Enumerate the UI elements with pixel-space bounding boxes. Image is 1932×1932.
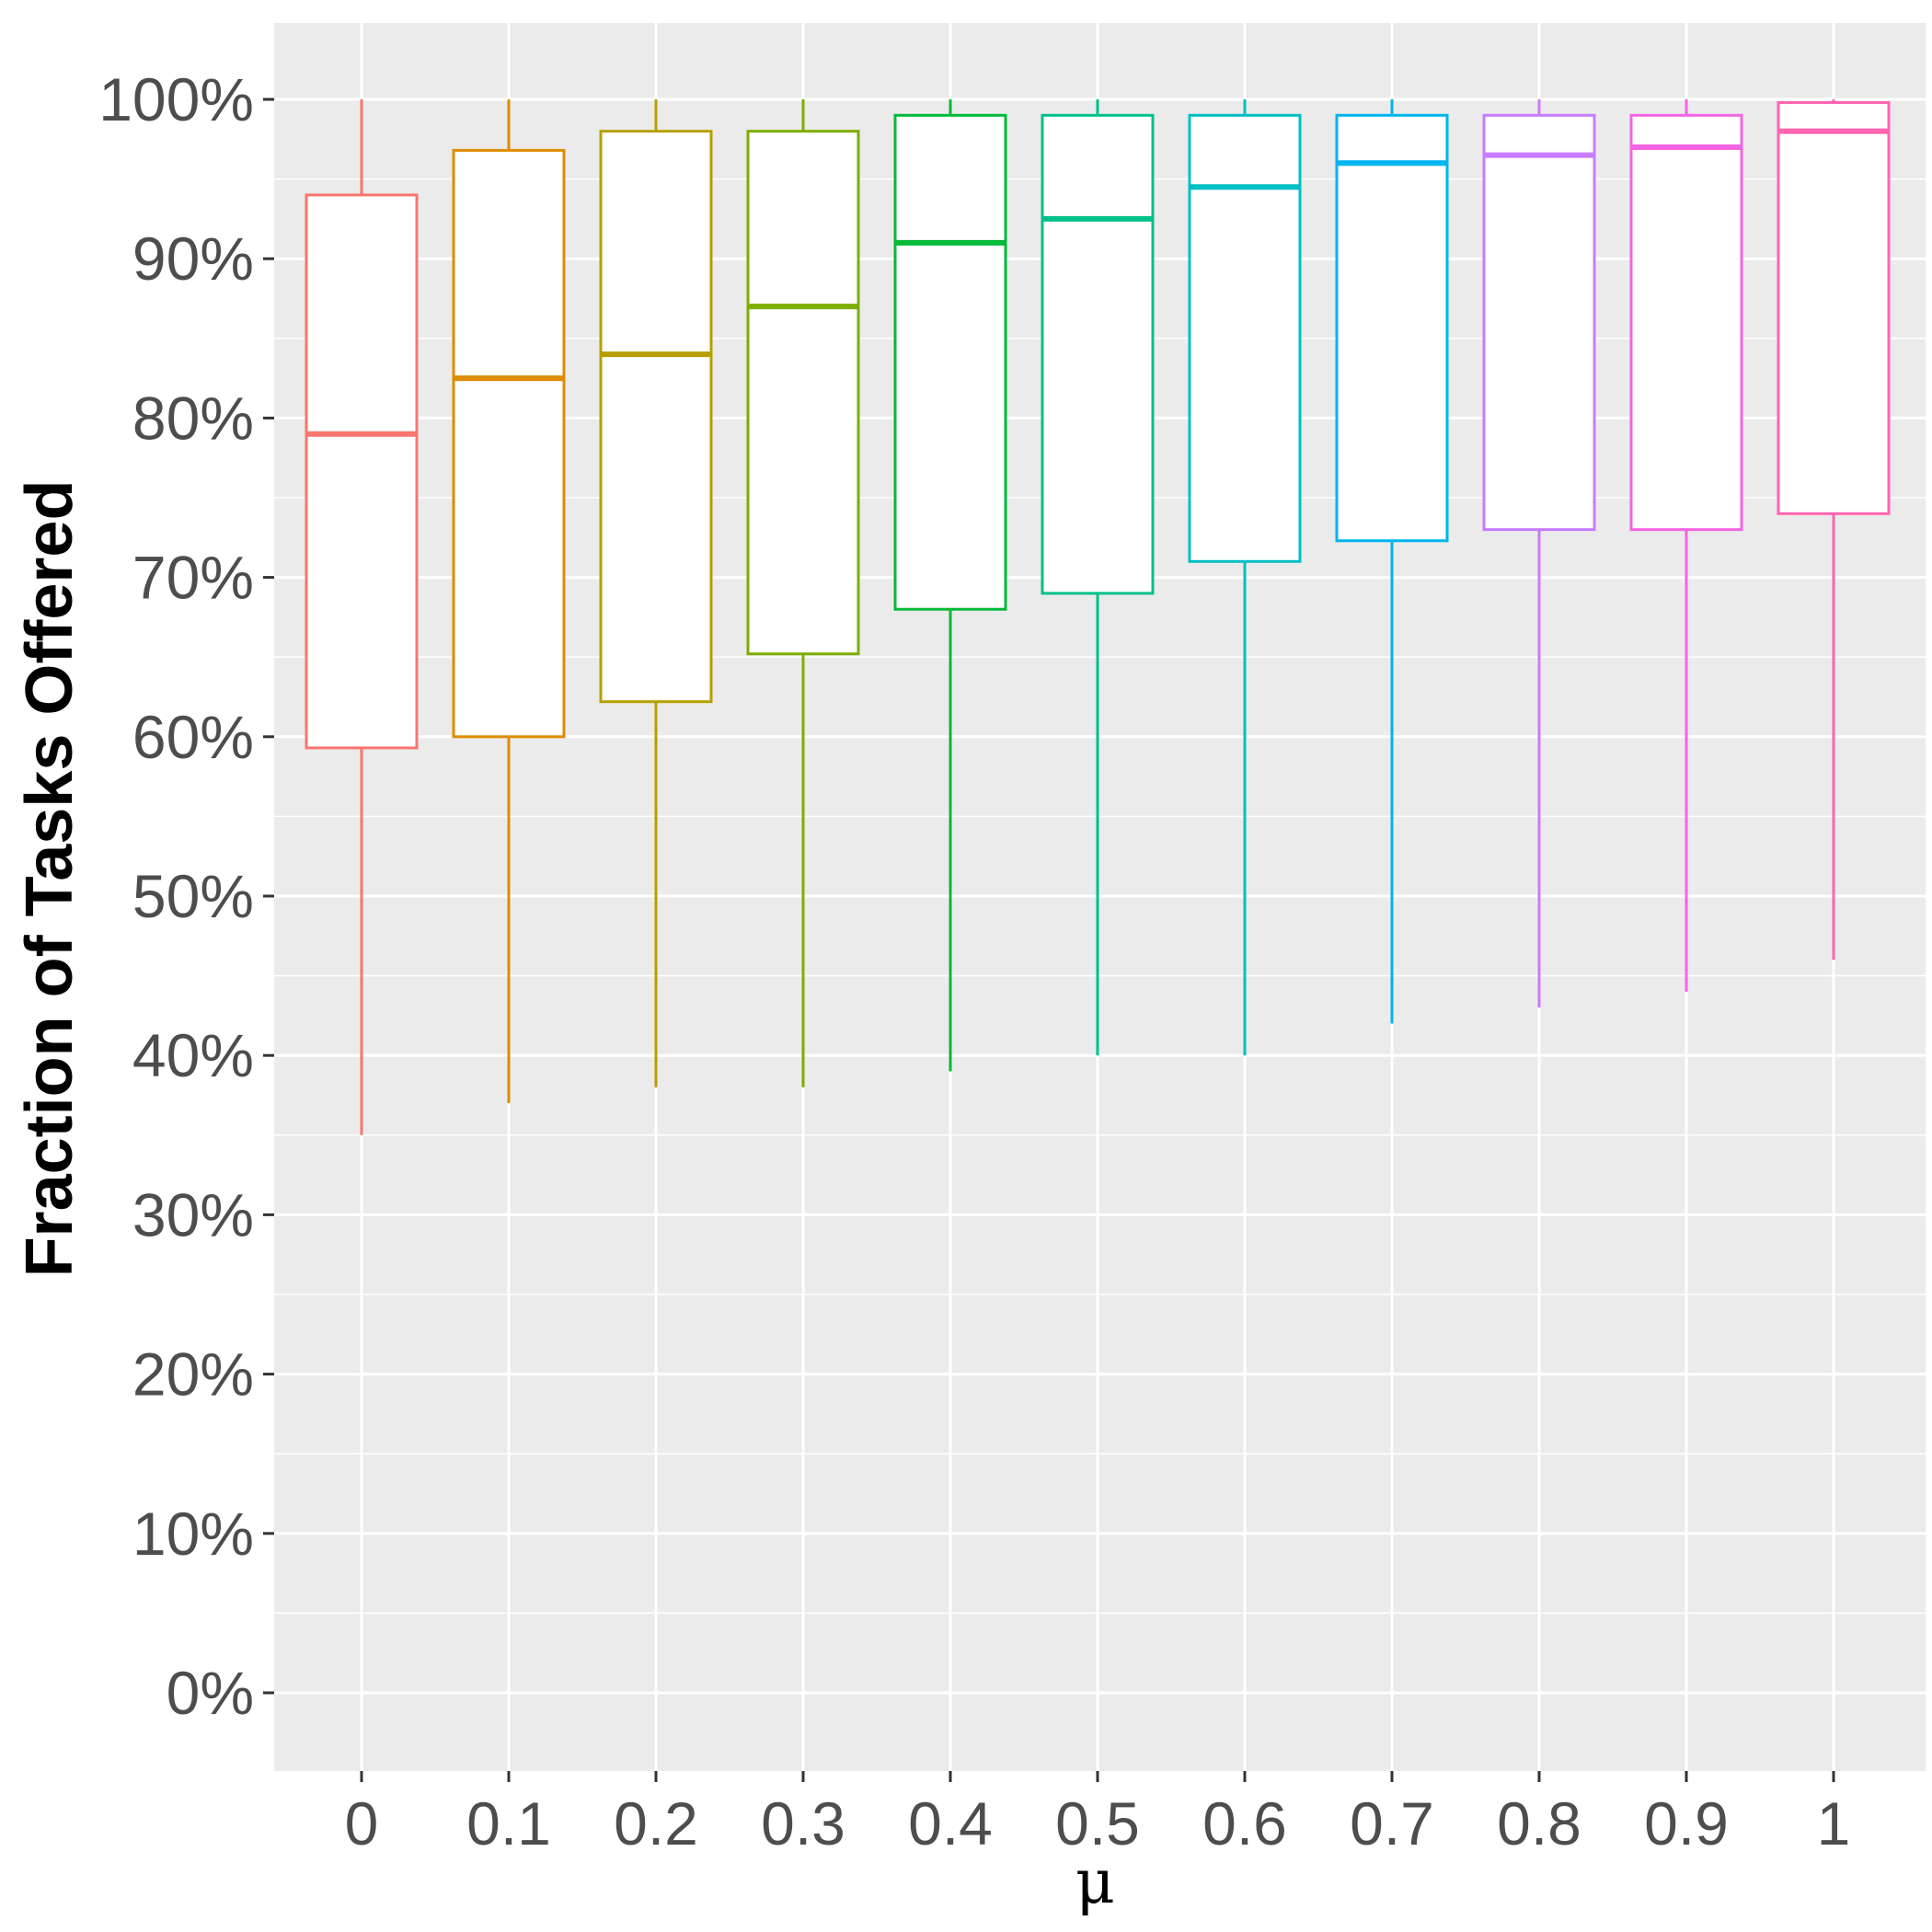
x-tick-label: 0.6 xyxy=(1202,1789,1287,1857)
y-tick-label: 10% xyxy=(132,1500,254,1568)
box-0.4 xyxy=(893,99,1007,1072)
iqr-box xyxy=(305,193,419,750)
box-0.5 xyxy=(1041,99,1155,1056)
x-tick-label: 0.4 xyxy=(908,1789,993,1857)
box-0.6 xyxy=(1188,99,1302,1056)
iqr-box xyxy=(1188,113,1302,563)
x-tick-label: 0.1 xyxy=(466,1789,551,1857)
iqr-box xyxy=(599,130,713,704)
iqr-box xyxy=(452,148,566,739)
box-0.3 xyxy=(746,99,860,1087)
box-0 xyxy=(305,99,419,1135)
y-tick-label: 40% xyxy=(132,1021,254,1089)
y-tick-label: 50% xyxy=(132,862,254,930)
y-tick-label: 20% xyxy=(132,1340,254,1409)
box-0.9 xyxy=(1629,99,1743,992)
box-0.7 xyxy=(1335,99,1449,1024)
y-axis: 0% 10% 20% 30% 40% 50% 60% 70% 80% 90% 100% xyxy=(98,65,274,1727)
x-tick-label: 1 xyxy=(1817,1789,1851,1857)
iqr-box xyxy=(746,130,860,656)
x-tick-label: 0.7 xyxy=(1350,1789,1434,1857)
x-tick-label: 0.5 xyxy=(1055,1789,1140,1857)
iqr-box xyxy=(1777,100,1891,515)
y-axis-title: Fraction of Tasks Offered xyxy=(13,480,86,1278)
x-axis-title: μ xyxy=(1075,1846,1115,1917)
y-tick-label: 0% xyxy=(167,1659,254,1727)
y-tick-label: 30% xyxy=(132,1180,254,1248)
y-tick-label: 100% xyxy=(98,65,254,133)
iqr-box xyxy=(1041,113,1155,595)
iqr-box xyxy=(1629,113,1743,532)
x-axis: 0 0.1 0.2 0.3 0.4 0.5 0.6 0.7 0.8 0.9 1 xyxy=(345,1771,1851,1857)
iqr-box xyxy=(1335,113,1449,543)
box-0.8 xyxy=(1482,99,1596,1008)
box-0.1 xyxy=(452,99,566,1104)
box-1 xyxy=(1777,99,1891,960)
x-tick-label: 0.8 xyxy=(1497,1789,1581,1857)
box-series xyxy=(305,99,1891,1135)
iqr-box xyxy=(893,113,1007,611)
y-tick-label: 80% xyxy=(132,384,254,452)
y-tick-label: 90% xyxy=(132,224,254,293)
x-tick-label: 0.9 xyxy=(1644,1789,1729,1857)
x-tick-label: 0.2 xyxy=(614,1789,698,1857)
y-tick-label: 60% xyxy=(132,703,254,771)
iqr-box xyxy=(1482,113,1596,532)
y-tick-label: 70% xyxy=(132,544,254,612)
x-tick-label: 0.3 xyxy=(761,1789,845,1857)
x-tick-label: 0 xyxy=(345,1789,379,1857)
box-0.2 xyxy=(599,99,713,1087)
